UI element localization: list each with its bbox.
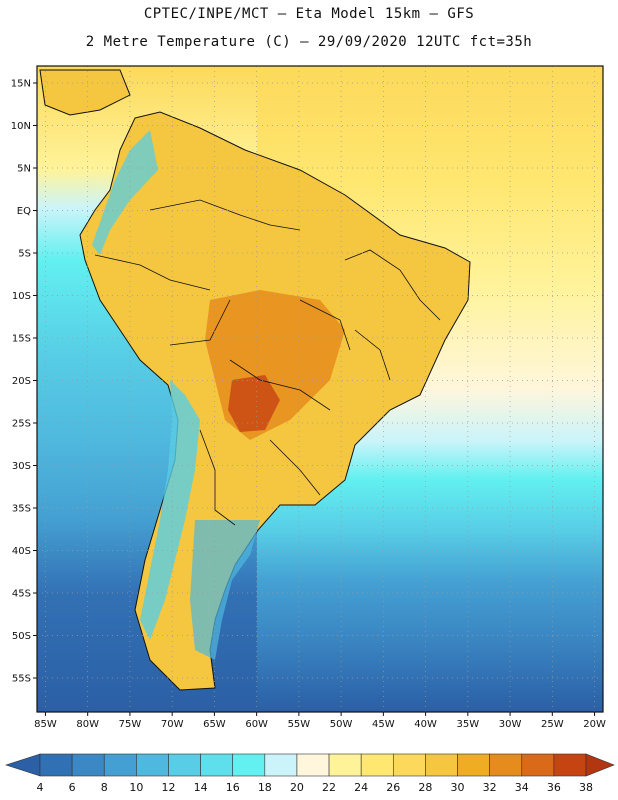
colorbar-label: 26 bbox=[386, 781, 400, 794]
colorbar-swatch bbox=[103, 753, 137, 777]
caribbean-coast bbox=[39, 69, 131, 116]
map-title-line-1: CPTEC/INPE/MCT – Eta Model 15km – GFS bbox=[143, 6, 475, 22]
lat-tick-label: 30S bbox=[12, 461, 31, 472]
colorbar-label: 22 bbox=[322, 781, 336, 794]
lat-tick-label: 15N bbox=[11, 79, 31, 90]
lon-tick-label: 35W bbox=[457, 719, 480, 730]
lon-tick-label: 75W bbox=[119, 719, 142, 730]
lon-tick-label: 20W bbox=[583, 719, 606, 730]
colorbar-label: 32 bbox=[483, 781, 497, 794]
colorbar-label: 16 bbox=[226, 781, 240, 794]
temperature-colorbar: 4 6 8 10 12 14 16 18 20 22 24 26 28 30 32 34 36 38 bbox=[5, 753, 615, 794]
colorbar-label: 20 bbox=[290, 781, 304, 794]
colorbar-label: 4 bbox=[37, 781, 44, 794]
colorbar-label: 28 bbox=[418, 781, 432, 794]
colorbar-swatch bbox=[553, 753, 587, 777]
colorbar-label: 6 bbox=[69, 781, 76, 794]
colorbar-swatch bbox=[200, 753, 234, 777]
lon-tick-label: 65W bbox=[203, 719, 226, 730]
colorbar-swatch bbox=[489, 753, 523, 777]
lat-tick-label: 45S bbox=[12, 589, 31, 600]
colorbar-swatch bbox=[425, 753, 458, 777]
colorbar-label: 12 bbox=[161, 781, 175, 794]
lat-tick-label: 35S bbox=[12, 504, 31, 515]
lon-tick-label: 60W bbox=[245, 719, 268, 730]
colorbar-swatch bbox=[521, 753, 555, 777]
colorbar-swatch bbox=[71, 753, 105, 777]
lat-tick-label: 10N bbox=[11, 121, 31, 132]
patagonia-cool bbox=[190, 520, 260, 660]
colorbar-label: 30 bbox=[451, 781, 465, 794]
map-title-line-2: 2 Metre Temperature (C) – 29/09/2020 12U… bbox=[85, 34, 533, 50]
lon-tick-label: 45W bbox=[372, 719, 395, 730]
lat-tick-label: 25S bbox=[12, 419, 31, 430]
colorbar-swatch bbox=[457, 753, 490, 777]
colorbar-swatch bbox=[168, 753, 201, 777]
colorbar-label: 34 bbox=[515, 781, 529, 794]
map-field bbox=[37, 66, 603, 712]
lon-tick-label: 50W bbox=[330, 719, 353, 730]
lat-tick-label: 15S bbox=[12, 334, 31, 345]
lon-tick-label: 70W bbox=[161, 719, 184, 730]
colorbar-label: 38 bbox=[579, 781, 593, 794]
lat-tick-label: 5S bbox=[18, 249, 31, 260]
colorbar-label: 14 bbox=[194, 781, 208, 794]
colorbar-label: 8 bbox=[101, 781, 108, 794]
colorbar-swatch bbox=[264, 753, 298, 777]
colorbar-label: 24 bbox=[354, 781, 368, 794]
country-borders bbox=[94, 199, 441, 526]
lon-tick-label: 55W bbox=[288, 719, 311, 730]
colorbar-swatch bbox=[136, 753, 169, 777]
colorbar-swatch bbox=[328, 753, 362, 777]
lat-tick-label: 20S bbox=[12, 376, 31, 387]
lon-tick-label: 40W bbox=[414, 719, 437, 730]
lat-tick-label: 40S bbox=[12, 546, 31, 557]
colorbar-arrow-high bbox=[585, 753, 615, 777]
hottest-core bbox=[228, 375, 280, 432]
lat-tick-label: 50S bbox=[12, 631, 31, 642]
lon-tick-label: 85W bbox=[34, 719, 57, 730]
lon-tick-label: 80W bbox=[76, 719, 99, 730]
latitude-axis: 15N 10N 5N EQ 5S 10S 15S 20S 25S 30S 35S 40S 45S 50S 5… bbox=[11, 79, 37, 685]
longitude-axis: 85W 80W 75W 70W 65W 60W 55W 50W 45W 40W 35W 30W 25W 2… bbox=[34, 712, 606, 730]
colorbar-swatch bbox=[360, 753, 394, 777]
lat-tick-label: EQ bbox=[17, 206, 31, 217]
colorbar-swatch bbox=[392, 753, 426, 777]
colorbar-swatch bbox=[39, 753, 73, 777]
andes-cool-band bbox=[92, 130, 158, 255]
colorbar-label: 18 bbox=[258, 781, 272, 794]
lat-tick-label: 55S bbox=[12, 674, 31, 685]
colorbar-arrow-low bbox=[5, 753, 41, 777]
map-frame bbox=[36, 65, 604, 713]
colorbar-swatch bbox=[232, 753, 266, 777]
andes-south-band bbox=[140, 380, 200, 640]
lon-tick-label: 25W bbox=[541, 719, 564, 730]
colorbar-label: 10 bbox=[129, 781, 143, 794]
lat-tick-label: 10S bbox=[12, 291, 31, 302]
lat-tick-label: 5N bbox=[17, 164, 31, 175]
colorbar-label: 36 bbox=[547, 781, 561, 794]
lon-tick-label: 30W bbox=[499, 719, 522, 730]
colorbar-swatch bbox=[296, 753, 330, 777]
